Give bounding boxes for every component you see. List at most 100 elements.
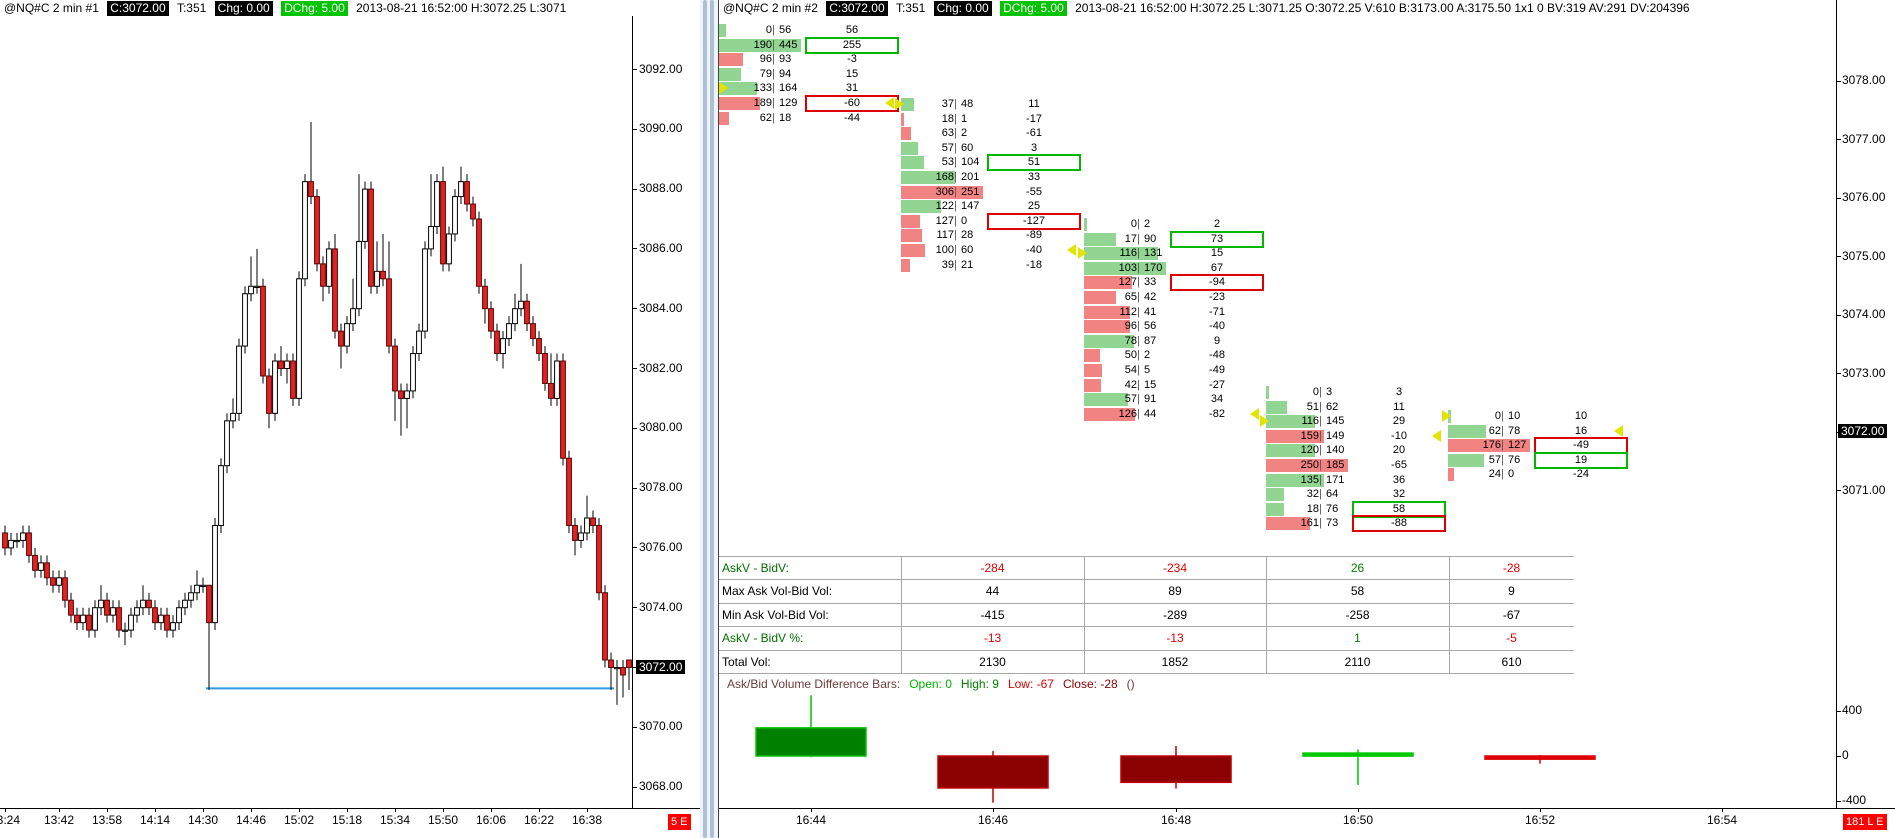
price-tick-label[interactable]: 3068.00 bbox=[639, 779, 683, 794]
price-tick-label[interactable]: 3086.00 bbox=[639, 240, 683, 255]
price-tick-label[interactable]: 3075.00 bbox=[1842, 248, 1886, 263]
price-tick-label[interactable]: 3084.00 bbox=[639, 300, 683, 315]
ask-volume: 48 bbox=[961, 98, 974, 110]
candle bbox=[602, 585, 608, 668]
volume-bar bbox=[901, 127, 911, 141]
bid-ask-divider: | bbox=[1319, 459, 1322, 471]
time-tick bbox=[1722, 808, 1723, 812]
candle bbox=[44, 555, 50, 586]
ask-volume: 33 bbox=[1144, 276, 1157, 289]
daily-change-badge: DChg: 5.00 bbox=[281, 1, 348, 16]
ask-volume: 164 bbox=[779, 82, 798, 95]
candle bbox=[134, 600, 140, 623]
volume-bar bbox=[1266, 459, 1348, 472]
volume-bar bbox=[1084, 334, 1134, 348]
footprint-cell: 51 | 62 bbox=[1266, 400, 1350, 414]
left-time-axis[interactable]: 13:24 13:42 13:58 14:14 14:30 14:46 15:02 15:18… bbox=[0, 808, 700, 838]
bid-ask-divider: | bbox=[1319, 488, 1322, 501]
candle bbox=[584, 495, 590, 541]
price-tick-label[interactable]: 3090.00 bbox=[639, 121, 683, 136]
volume-bar bbox=[1084, 276, 1133, 290]
delta-value: -24 bbox=[1573, 468, 1589, 481]
table-grid-line bbox=[719, 579, 1574, 581]
bid-ask-divider: | bbox=[1501, 424, 1504, 437]
bid-ask-divider: | bbox=[1137, 291, 1140, 303]
table-grid-line bbox=[719, 649, 1574, 651]
volume-bar bbox=[901, 200, 941, 214]
candle bbox=[458, 166, 464, 205]
candle bbox=[284, 353, 290, 384]
subtitle-segment: Low: -67 bbox=[1007, 677, 1054, 691]
diff-bars-chart-area[interactable] bbox=[719, 690, 1836, 820]
price-tick-label[interactable]: 3071.00 bbox=[1842, 482, 1886, 497]
bid-ask-divider: | bbox=[772, 53, 775, 66]
price-tick-label[interactable]: 3078.00 bbox=[1842, 73, 1886, 87]
ask-volume: 60 bbox=[961, 141, 974, 154]
footprint-chart-area[interactable]: 0 | 56 56 190 | 445 255 96 | 93 -3 79 | 94 15 133 | 164 31 1… bbox=[719, 0, 1836, 808]
bid-ask-divider: | bbox=[954, 200, 957, 213]
panel-splitter[interactable] bbox=[700, 0, 718, 838]
price-tick-label[interactable]: 3082.00 bbox=[639, 360, 683, 375]
price-tick-label[interactable]: 3080.00 bbox=[639, 420, 683, 435]
table-cell: -415 bbox=[980, 607, 1005, 622]
ask-volume: 21 bbox=[961, 258, 974, 271]
price-tick-label[interactable]: 3092.00 bbox=[639, 61, 683, 76]
left-price-axis[interactable]: 3092.00 3090.00 3088.00 3086.00 3084.00 3082.… bbox=[632, 16, 700, 809]
time-tick-label: 13:24 bbox=[0, 813, 21, 827]
price-tick-label[interactable]: 3072.00 bbox=[1838, 424, 1888, 438]
footprint-cell: 112 | 41 bbox=[1084, 305, 1168, 319]
time-tick-label: 16:22 bbox=[523, 813, 555, 827]
price-tick-label[interactable]: 3073.00 bbox=[1842, 365, 1886, 380]
candlestick-chart-area[interactable] bbox=[0, 16, 640, 808]
price-tick bbox=[632, 308, 637, 310]
volume-bar bbox=[901, 98, 914, 111]
trades-label: T:351 bbox=[176, 1, 207, 15]
time-tick bbox=[347, 808, 348, 812]
right-price-axis[interactable]: 3078.00 3077.00 3076.00 3075.00 3074.00 3073.… bbox=[1836, 0, 1895, 809]
footprint-cell: 42 | 15 bbox=[1084, 378, 1168, 392]
bid-volume: 18 bbox=[1306, 502, 1319, 515]
bid-ask-divider: | bbox=[1319, 386, 1322, 398]
right-time-axis[interactable]: 16:44 16:46 16:48 16:50 16:52 16:54 bbox=[719, 808, 1895, 838]
candle bbox=[26, 525, 32, 563]
left-event-badge[interactable]: 5 E bbox=[668, 814, 691, 830]
candle bbox=[170, 615, 176, 638]
table-cell: -5 bbox=[1506, 631, 1517, 646]
price-tick-label[interactable]: 3074.00 bbox=[1842, 307, 1886, 321]
price-tick-label[interactable]: 3074.00 bbox=[639, 599, 683, 614]
bid-volume: 189 bbox=[753, 97, 772, 109]
right-event-badge[interactable]: 181 L E bbox=[1843, 814, 1887, 830]
footprint-cell: 17 | 90 bbox=[1084, 232, 1168, 246]
candle bbox=[176, 600, 182, 631]
bid-ask-divider: | bbox=[1319, 517, 1322, 530]
ask-volume: 129 bbox=[779, 97, 798, 109]
volume-bar bbox=[901, 112, 904, 126]
time-tick bbox=[539, 808, 540, 812]
price-tick-label[interactable]: 3070.00 bbox=[639, 719, 683, 734]
bid-ask-text: 135 | 171 bbox=[1266, 474, 1350, 487]
ask-volume: 64 bbox=[1326, 488, 1339, 501]
delta-value: 31 bbox=[845, 82, 859, 95]
price-tick-label[interactable]: 3078.00 bbox=[639, 480, 683, 495]
candle bbox=[152, 600, 158, 631]
volume-tick-label[interactable]: -400 bbox=[1842, 793, 1867, 807]
volume-bar bbox=[1266, 473, 1324, 487]
price-tick-label[interactable]: 3088.00 bbox=[639, 181, 683, 196]
price-tick-label[interactable]: 3077.00 bbox=[1842, 131, 1886, 146]
open-marker-icon bbox=[719, 82, 728, 95]
volume-bar bbox=[1266, 415, 1316, 429]
volume-bar bbox=[719, 38, 801, 52]
volume-tick-label[interactable]: 0 bbox=[1842, 748, 1849, 762]
volume-bar bbox=[901, 244, 925, 257]
bid-ask-divider: | bbox=[954, 112, 957, 125]
bid-volume: 0 bbox=[765, 24, 772, 36]
price-tick-label[interactable]: 3072.00 bbox=[636, 659, 686, 674]
volume-tick-label[interactable]: 400 bbox=[1842, 703, 1863, 717]
candle bbox=[92, 600, 98, 638]
time-tick-label: 15:02 bbox=[283, 813, 315, 827]
table-cell: 44 bbox=[985, 584, 1000, 599]
price-tick-label[interactable]: 3076.00 bbox=[639, 539, 683, 554]
price-tick-label[interactable]: 3076.00 bbox=[1842, 190, 1886, 204]
price-tick bbox=[632, 188, 637, 190]
delta-value: -40 bbox=[1026, 244, 1042, 256]
